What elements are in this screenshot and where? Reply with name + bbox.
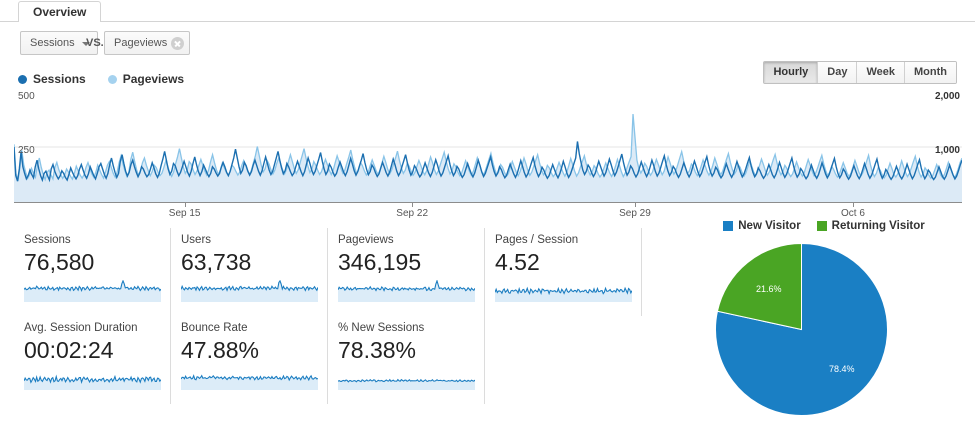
scorecard-row: Sessions 76,580 Users 63,738 Pageviews 346,19… bbox=[14, 228, 674, 316]
scorecard-sparkline bbox=[23, 279, 162, 302]
pie-legend-item-new-visitor[interactable]: New Visitor bbox=[723, 220, 801, 232]
pie-legend: New Visitor Returning Visitor bbox=[674, 220, 974, 232]
sparkline-path bbox=[337, 378, 476, 383]
x-axis-tick-label: Sep 29 bbox=[619, 208, 651, 219]
granularity-week-button[interactable]: Week bbox=[857, 62, 906, 83]
sparkline-fill bbox=[181, 375, 318, 390]
metric-b-label: Pageviews bbox=[114, 37, 168, 49]
x-axis-tick-label: Sep 15 bbox=[168, 208, 201, 219]
timeline-chart[interactable]: 500 250 2,000 1,000 Sep 15 Sep 22 Sep 29 Oc… bbox=[14, 90, 962, 219]
pie-svg bbox=[715, 242, 888, 416]
tab-strip: Overview bbox=[0, 0, 975, 22]
scorecard-sparkline bbox=[180, 279, 319, 302]
legend-item-pageviews[interactable]: Pageviews bbox=[107, 72, 185, 86]
sparkline-path bbox=[23, 374, 162, 385]
sparkline-fill bbox=[24, 376, 161, 390]
x-axis-tick bbox=[852, 203, 854, 207]
scorecard[interactable]: Avg. Session Duration 00:02:24 bbox=[14, 316, 171, 404]
granularity-button-group[interactable]: Hourly Day Week Month bbox=[763, 61, 957, 84]
scorecard[interactable]: Users 63,738 bbox=[171, 228, 328, 316]
x-axis-tick-label: Oct 6 bbox=[841, 208, 865, 219]
sparkline-path bbox=[337, 279, 476, 292]
granularity-month-button[interactable]: Month bbox=[905, 62, 956, 83]
visitor-type-panel: New Visitor Returning Visitor 78.4% 21.6% bbox=[674, 220, 974, 420]
legend-swatch-icon bbox=[723, 221, 734, 231]
scorecard-title: Avg. Session Duration bbox=[24, 322, 138, 334]
scorecard-value: 47.88% bbox=[181, 337, 260, 363]
scorecard[interactable]: Pageviews 346,195 bbox=[328, 228, 485, 316]
scorecard-sparkline bbox=[494, 280, 633, 302]
scorecard-sparkline bbox=[337, 368, 476, 390]
sparkline-path bbox=[180, 279, 319, 292]
scorecard[interactable]: Pages / Session 4.52 bbox=[485, 228, 642, 316]
pie-legend-label: New Visitor bbox=[738, 220, 801, 232]
x-axis-tick bbox=[412, 203, 414, 207]
legend-label: Sessions bbox=[33, 72, 86, 86]
legend-dot-icon bbox=[18, 74, 27, 84]
pie-slice-returning-visitor[interactable] bbox=[716, 242, 802, 331]
scorecard-value: 346,195 bbox=[338, 249, 422, 275]
scorecard[interactable]: Bounce Rate 47.88% bbox=[171, 316, 328, 404]
scorecard-value: 76,580 bbox=[24, 249, 95, 275]
scorecard-grid: Sessions 76,580 Users 63,738 Pageviews 346,19… bbox=[14, 228, 674, 404]
scorecard-title: Bounce Rate bbox=[181, 322, 248, 334]
scorecard-title: Pageviews bbox=[338, 234, 394, 246]
sparkline-fill bbox=[338, 379, 475, 390]
scorecard-title: Sessions bbox=[24, 234, 71, 246]
sparkline-fill bbox=[181, 280, 318, 302]
granularity-hourly-button[interactable]: Hourly bbox=[764, 62, 819, 83]
scorecard-value: 00:02:24 bbox=[24, 337, 114, 363]
scorecard-title: Users bbox=[181, 234, 212, 246]
remove-circle-icon[interactable] bbox=[171, 37, 184, 50]
scorecard-value: 78.38% bbox=[338, 337, 417, 363]
legend-label: Pageviews bbox=[122, 72, 185, 86]
pie-chart[interactable]: 78.4% 21.6% bbox=[714, 242, 889, 417]
scorecard-sparkline bbox=[337, 279, 476, 302]
y-axis-right-tick-mid: 1,000 bbox=[934, 145, 960, 156]
scorecard-row: Avg. Session Duration 00:02:24 Bounce Rate… bbox=[14, 316, 674, 404]
sparkline-fill bbox=[338, 280, 475, 302]
scorecard[interactable]: Sessions 76,580 bbox=[14, 228, 171, 316]
y-axis-left-tick-top: 500 bbox=[18, 91, 35, 102]
x-axis-tick bbox=[184, 203, 186, 207]
granularity-day-button[interactable]: Day bbox=[818, 62, 858, 83]
x-axis-tick-label: Sep 22 bbox=[396, 208, 429, 219]
metric-a-dropdown[interactable]: Sessions bbox=[20, 31, 98, 55]
x-axis-tick bbox=[634, 203, 636, 207]
scorecard[interactable]: % New Sessions 78.38% bbox=[328, 316, 485, 404]
scorecard-title: Pages / Session bbox=[495, 234, 579, 246]
tab-overview[interactable]: Overview bbox=[18, 1, 102, 22]
sparkline-path bbox=[180, 374, 319, 382]
legend-swatch-icon bbox=[816, 221, 827, 231]
metric-a-label: Sessions bbox=[30, 37, 75, 49]
scorecard-title: % New Sessions bbox=[338, 322, 425, 334]
sparkline-fill bbox=[24, 280, 161, 302]
pie-legend-label: Returning Visitor bbox=[831, 220, 925, 232]
metric-selector-row: Sessions VS. Pageviews Hourly Day Week Mont… bbox=[0, 30, 975, 84]
timeline-plot-area bbox=[14, 90, 962, 202]
timeline-svg bbox=[14, 113, 962, 202]
pie-legend-item-returning-visitor[interactable]: Returning Visitor bbox=[816, 220, 925, 232]
sparkline-path bbox=[494, 286, 633, 296]
scorecard-value: 63,738 bbox=[181, 249, 252, 275]
sparkline-path bbox=[23, 279, 162, 292]
chart-legend: Sessions Pageviews bbox=[18, 72, 184, 86]
legend-item-sessions[interactable]: Sessions bbox=[18, 72, 86, 86]
chevron-down-icon bbox=[81, 42, 90, 46]
y-axis-right-tick-top: 2,000 bbox=[934, 91, 960, 102]
x-axis: Sep 15 Sep 22 Sep 29 Oct 6 bbox=[14, 202, 962, 223]
y-axis-left-tick-mid: 250 bbox=[18, 145, 35, 156]
scorecard-sparkline bbox=[23, 368, 162, 390]
timeline-area-fill bbox=[14, 114, 962, 202]
vs-label: VS. bbox=[86, 37, 104, 49]
legend-dot-icon bbox=[107, 74, 117, 84]
timeline-series-sessions bbox=[14, 141, 962, 183]
scorecard-sparkline bbox=[180, 368, 319, 390]
scorecard-value: 4.52 bbox=[495, 249, 540, 275]
sparkline-fill bbox=[495, 288, 632, 302]
